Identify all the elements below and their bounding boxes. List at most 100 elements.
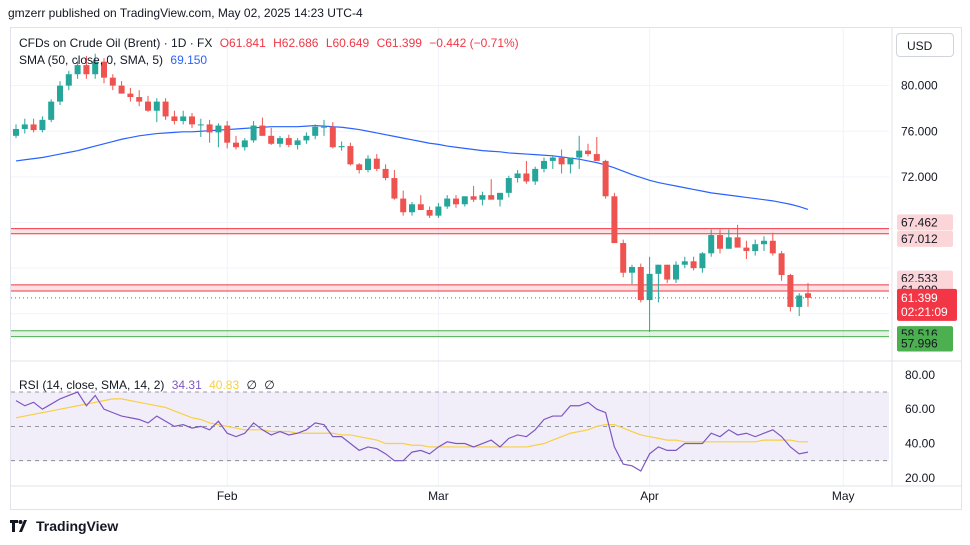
change-value: −0.442 (−0.71%) — [429, 36, 519, 50]
sma-label: SMA (50, close, 0, SMA, 5) — [19, 53, 164, 67]
candle-body — [787, 274, 794, 307]
candle-body — [655, 264, 662, 274]
candle-body — [30, 124, 37, 131]
candle-body — [523, 173, 530, 182]
candle-body — [65, 74, 72, 86]
close-value: C61.399 — [376, 36, 422, 50]
time-label-mar: Mar — [428, 489, 449, 503]
candle-body — [461, 196, 468, 205]
candle-body — [277, 138, 283, 144]
candle-body — [101, 61, 107, 78]
candle-body — [734, 237, 741, 248]
candle-body — [426, 209, 433, 216]
candle-body — [365, 158, 371, 171]
candle-body — [532, 168, 539, 182]
high-value: H62.686 — [273, 36, 319, 50]
candle-body — [373, 158, 380, 169]
candle-body — [778, 253, 785, 275]
candle-body — [752, 244, 759, 252]
candle-body — [576, 150, 583, 158]
open-value: O61.841 — [219, 36, 266, 50]
candle-body — [664, 264, 671, 280]
candle-body — [241, 140, 248, 148]
tradingview-brand: TradingView — [10, 518, 118, 534]
candle-body — [259, 125, 266, 136]
candle-body — [488, 195, 495, 200]
symbol-legend: CFDs on Crude Oil (Brent) · 1D · FX O61.… — [19, 36, 523, 50]
level-badge-upper-text: 67.012 — [901, 232, 938, 246]
candle-body — [321, 126, 327, 128]
tradingview-logo-icon — [10, 520, 27, 532]
candle-body — [233, 142, 239, 148]
candle-body — [48, 101, 55, 120]
candle-body — [593, 154, 600, 161]
price-tick-label: 76.000 — [901, 124, 938, 138]
candle-body — [690, 261, 697, 269]
candle-body — [57, 85, 63, 102]
candle-body — [189, 116, 195, 125]
countdown-text: 02:21:09 — [901, 305, 948, 319]
candle-body — [21, 124, 28, 129]
candle-body — [699, 253, 706, 269]
rsi-legend: RSI (14, close, SMA, 14, 2) 34.31 40.83 … — [19, 378, 279, 392]
candle-body — [197, 124, 204, 126]
brand-name: TradingView — [36, 518, 119, 534]
candle-body — [127, 93, 134, 98]
candle-body — [215, 125, 222, 133]
candle-body — [646, 273, 653, 301]
candle-body — [611, 196, 618, 244]
candle-body — [673, 264, 679, 280]
rsi-ma-line — [15, 398, 808, 448]
rsi-label: RSI (14, close, SMA, 14, 2) — [19, 378, 165, 392]
candle-body — [162, 101, 169, 117]
rsi-divergence-1: ∅ — [246, 378, 257, 392]
chart-canvas[interactable]: 80.00076.00072.00067.46267.01262.53361.9… — [11, 28, 961, 509]
candle-body — [391, 178, 398, 199]
rsi-divergence-2: ∅ — [264, 378, 275, 392]
candle-body — [725, 237, 732, 249]
candle-body — [39, 119, 46, 131]
candle-body — [567, 157, 574, 165]
level-badge-upper-text: 67.462 — [901, 215, 938, 229]
candle-body — [74, 65, 81, 75]
candle-body — [303, 135, 310, 141]
candle-body — [250, 125, 257, 141]
rsi-ma-value: 40.83 — [209, 378, 240, 392]
candle-body — [470, 196, 477, 200]
sma-line — [15, 124, 809, 210]
candle-body — [13, 128, 19, 136]
candle-body — [145, 101, 151, 111]
candle-body — [620, 243, 627, 273]
sma-value: 69.150 — [170, 53, 208, 67]
chart-area[interactable]: 80.00076.00072.00067.46267.01262.53361.9… — [10, 27, 962, 510]
candle-body — [118, 85, 125, 94]
candle-body — [136, 97, 143, 102]
candle-body — [329, 126, 336, 148]
time-label-apr: Apr — [640, 489, 659, 503]
candle-body — [558, 157, 565, 165]
sma-legend: SMA (50, close, 0, SMA, 5) 69.150 — [19, 53, 211, 67]
candle-body — [180, 116, 187, 121]
candle-body — [629, 267, 635, 273]
price-tick-label: 80.000 — [901, 79, 938, 93]
publish-line: gmzerr published on TradingView.com, May… — [8, 6, 363, 20]
level-badge-upper — [897, 230, 953, 247]
candle-body — [805, 293, 811, 298]
last-price-badge — [897, 288, 957, 321]
candle-body — [109, 77, 116, 86]
candle-body — [206, 124, 213, 133]
candle-body — [171, 116, 178, 121]
rsi-tick-label: 60.00 — [905, 402, 935, 416]
candle-body — [338, 146, 345, 148]
level-band-resistance — [11, 284, 889, 291]
candle-body — [743, 247, 750, 252]
candle-body — [637, 267, 644, 301]
candle-body — [294, 140, 301, 145]
support-badge-text: 57.996 — [901, 336, 938, 350]
candle-body — [224, 125, 231, 143]
symbol-name: CFDs on Crude Oil (Brent) · 1D · FX — [19, 36, 213, 50]
candle-body — [681, 261, 688, 265]
candle-body — [497, 192, 503, 200]
currency-button[interactable]: USD — [896, 33, 954, 57]
candle-body — [602, 160, 609, 197]
